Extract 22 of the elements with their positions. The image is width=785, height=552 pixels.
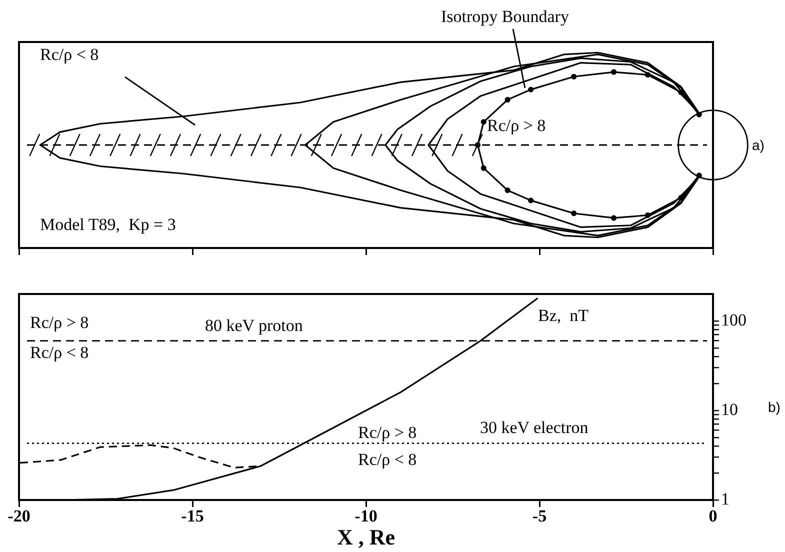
- y-tick-label: 100: [721, 310, 746, 330]
- annotation: Rc/ρ > 8: [358, 423, 417, 442]
- annotation: Rc/ρ < 8: [358, 450, 417, 469]
- text: Isotropy Boundary: [441, 7, 570, 26]
- annotation: Rc/ρ > 8: [487, 116, 546, 135]
- annotation: Rc/ρ > 8: [30, 313, 89, 332]
- x-axis-title: X , Re: [336, 524, 396, 550]
- ref-line-label: 30 keV electron: [480, 418, 589, 437]
- text: a): [752, 137, 764, 153]
- text: b): [768, 399, 780, 415]
- annotation: Rc/ρ < 8: [30, 343, 89, 362]
- x-tick-label: -5: [532, 506, 547, 526]
- x-tick-label: -20: [8, 506, 30, 526]
- annotation: Model T89, Kp = 3: [40, 215, 176, 234]
- x-tick-label: -10: [354, 506, 378, 526]
- ref-line-label: 80 keV proton: [205, 316, 304, 335]
- y-tick-label: 1: [721, 489, 730, 508]
- annotation: Rc/ρ < 8: [40, 45, 99, 64]
- x-tick-label: -15: [181, 506, 204, 526]
- series-label: Bz, nT: [538, 306, 590, 325]
- y-tick-label: 10: [721, 400, 738, 419]
- x-tick-label: 0: [708, 506, 718, 526]
